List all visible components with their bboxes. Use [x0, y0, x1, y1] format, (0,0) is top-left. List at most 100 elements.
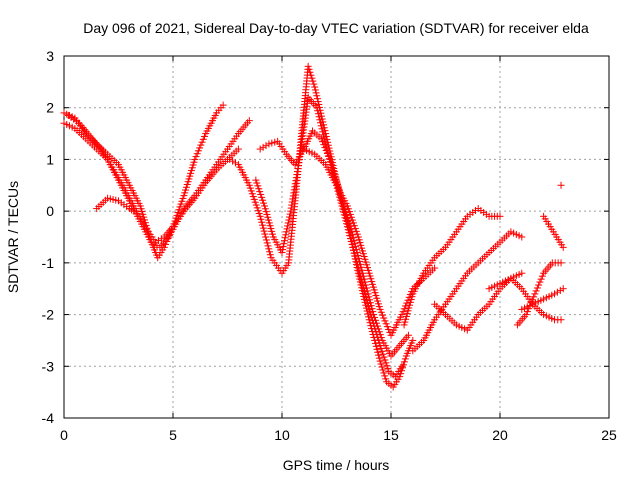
- data-point-marker: [259, 221, 267, 229]
- data-point-marker: [311, 83, 319, 91]
- data-point-marker: [316, 116, 324, 124]
- data-point-marker: [530, 293, 538, 301]
- chart-title: Day 096 of 2021, Sidereal Day-to-day VTE…: [83, 20, 589, 36]
- data-point-marker: [266, 248, 274, 256]
- x-tick-label: 10: [274, 427, 290, 443]
- data-point-marker: [355, 254, 363, 262]
- data-point-marker: [375, 351, 383, 359]
- data-point-marker: [323, 150, 331, 158]
- data-point-marker: [374, 325, 382, 333]
- data-point-marker: [281, 234, 289, 242]
- y-tick-label: -3: [42, 358, 55, 374]
- data-point-marker: [253, 179, 261, 187]
- data-point-marker: [382, 320, 390, 328]
- x-tick-label: 20: [492, 427, 508, 443]
- data-point-marker: [376, 305, 384, 313]
- data-point-marker: [357, 263, 365, 271]
- data-point-marker: [553, 288, 561, 296]
- data-point-marker: [320, 134, 328, 142]
- data-point-marker: [518, 233, 526, 241]
- y-tick-label: 2: [46, 100, 54, 116]
- data-point-marker: [194, 147, 202, 155]
- x-tick-label: 5: [169, 427, 177, 443]
- data-point-marker: [379, 366, 387, 374]
- data-point-marker: [319, 131, 327, 139]
- data-point-marker: [256, 188, 264, 196]
- data-point-marker: [322, 147, 330, 155]
- data-point-marker: [283, 225, 291, 233]
- data-point-marker: [370, 311, 378, 319]
- y-tick-label: 0: [46, 203, 54, 219]
- data-point-marker: [315, 113, 323, 121]
- data-point-marker: [258, 193, 266, 201]
- x-tick-label: 25: [601, 427, 617, 443]
- data-point-marker: [531, 290, 539, 298]
- data-point-marker: [293, 168, 301, 176]
- data-point-marker: [376, 331, 384, 339]
- data-point-marker: [367, 302, 375, 310]
- data-point-marker: [264, 242, 272, 250]
- data-point-marker: [351, 240, 359, 248]
- data-point-marker: [376, 357, 384, 365]
- y-tick-label: -4: [42, 410, 55, 426]
- data-point-marker: [381, 317, 389, 325]
- data-point-marker: [372, 319, 380, 327]
- data-point-marker: [385, 326, 393, 334]
- data-point-marker: [260, 199, 268, 207]
- data-point-marker: [291, 183, 299, 191]
- grid-layer: [64, 56, 609, 418]
- data-point-marker: [319, 128, 327, 136]
- data-point-marker: [362, 281, 370, 289]
- data-point-marker: [260, 227, 268, 235]
- data-point-marker: [356, 257, 364, 265]
- data-point-marker: [226, 155, 234, 163]
- data-point-marker: [381, 372, 389, 380]
- data-point-marker: [377, 308, 385, 316]
- data-point-marker: [279, 246, 287, 254]
- data-point-marker: [366, 296, 374, 304]
- data-point-marker: [313, 95, 321, 103]
- data-point-marker: [255, 185, 263, 193]
- data-point-marker: [280, 237, 288, 245]
- data-point-marker: [365, 293, 373, 301]
- data-point-marker: [256, 145, 264, 153]
- data-point-marker: [518, 269, 526, 277]
- data-point-marker: [320, 141, 328, 149]
- data-point-marker: [325, 152, 333, 160]
- data-point-marker: [380, 353, 388, 361]
- data-point-marker: [359, 269, 367, 277]
- data-point-marker: [317, 122, 325, 130]
- data-point-marker: [293, 171, 301, 179]
- data-point-marker: [282, 228, 290, 236]
- data-point-marker: [318, 125, 326, 133]
- data-point-marker: [559, 243, 567, 251]
- data-point-marker: [350, 237, 358, 245]
- data-point-marker: [382, 375, 390, 383]
- data-point-marker: [279, 243, 287, 251]
- x-tick-label: 15: [383, 427, 399, 443]
- y-tick-label: -2: [42, 307, 55, 323]
- data-point-marker: [398, 311, 406, 319]
- data-point-marker: [287, 204, 295, 212]
- data-point-marker: [382, 359, 390, 367]
- data-point-marker: [379, 311, 387, 319]
- data-point-marker: [294, 165, 302, 173]
- data-point-marker: [372, 342, 380, 350]
- tick-layer: 0 5 10 15 20 25 -4 -3 -2 -1 0 1 2 3: [42, 48, 617, 443]
- data-point-marker: [198, 138, 206, 146]
- data-point-marker: [363, 284, 371, 292]
- data-point-marker: [313, 104, 321, 112]
- y-tick-label: -1: [42, 255, 55, 271]
- data-point-marker: [257, 190, 265, 198]
- data-point-marker: [378, 347, 386, 355]
- data-point-marker: [557, 259, 565, 267]
- y-tick-label: 3: [46, 48, 54, 64]
- data-point-marker: [199, 135, 207, 143]
- data-point-marker: [285, 213, 293, 221]
- data-point-marker: [307, 71, 315, 79]
- data-point-marker: [191, 155, 199, 163]
- data-point-marker: [257, 215, 265, 223]
- data-point-marker: [359, 272, 367, 280]
